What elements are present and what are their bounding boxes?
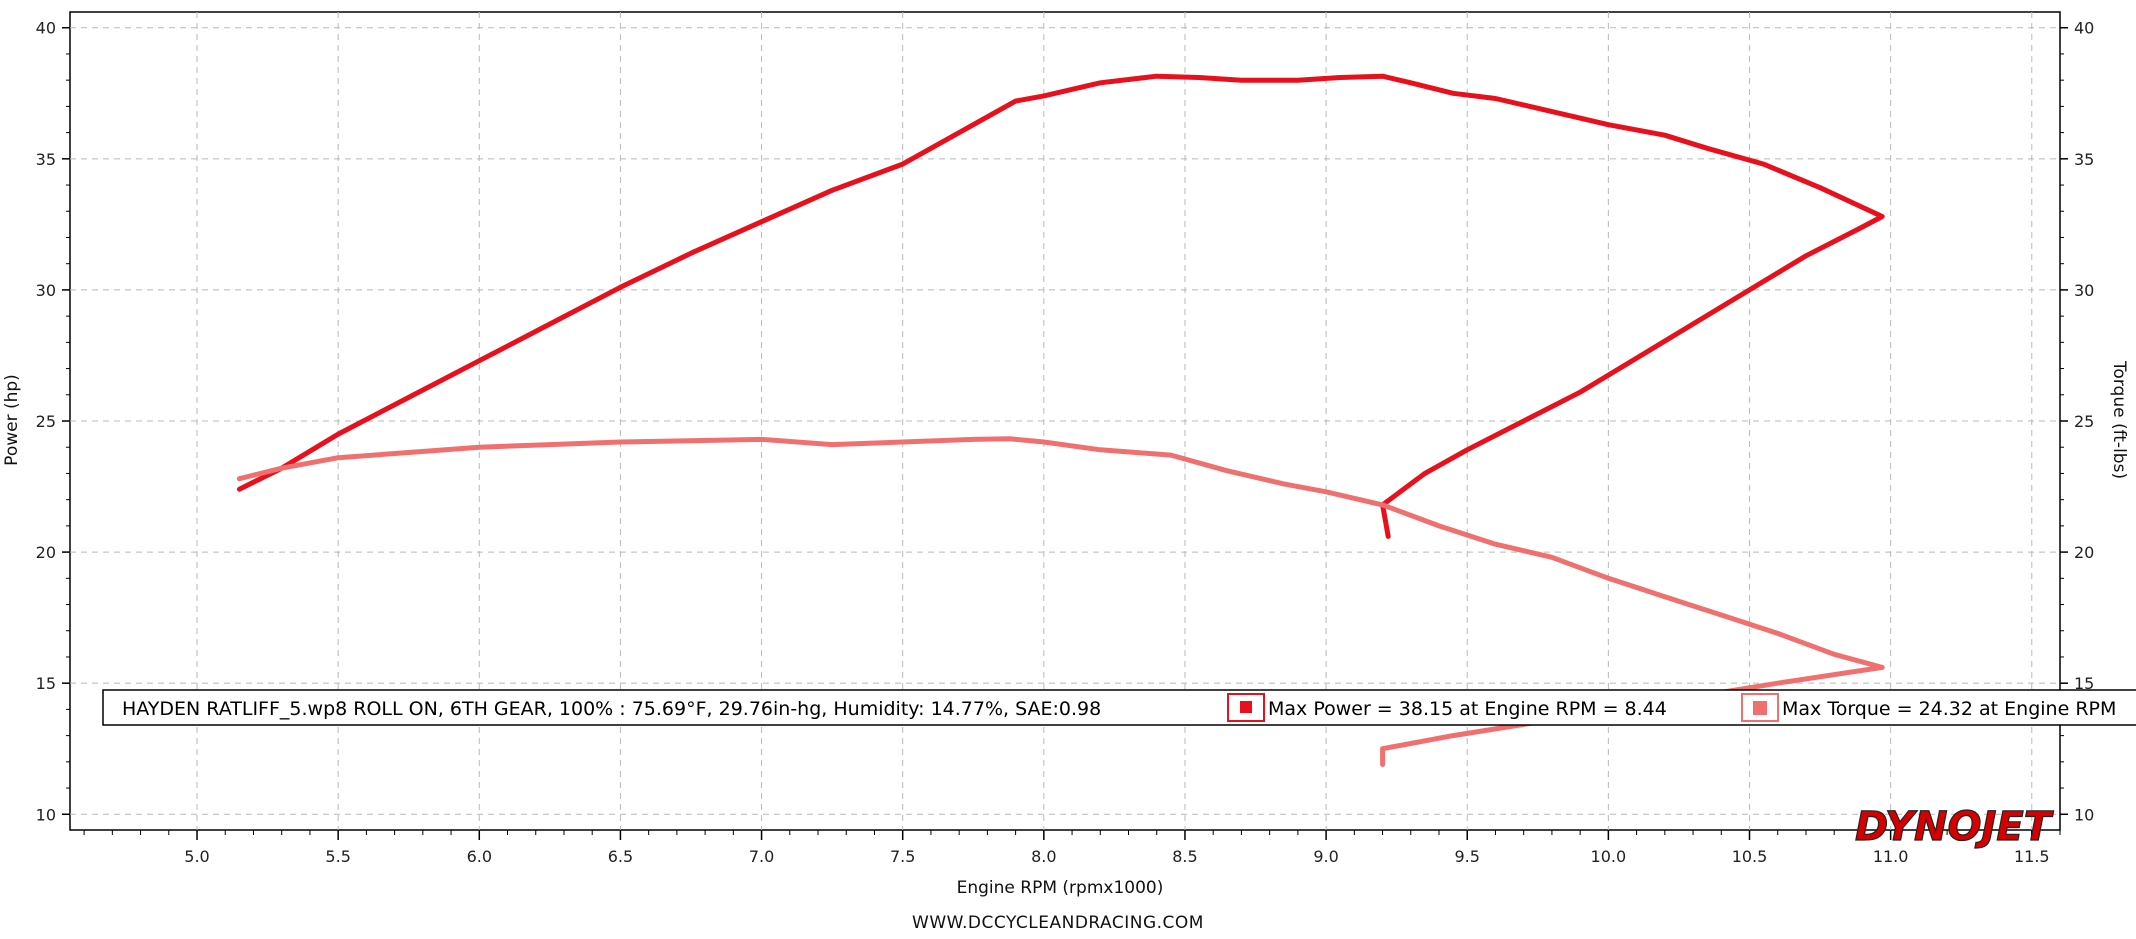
x-tick-label: 10.5 — [1732, 847, 1768, 866]
y-left-tick-label: 15 — [36, 674, 56, 693]
legend-run-info: HAYDEN RATLIFF_5.wp8 ROLL ON, 6TH GEAR, … — [122, 698, 1101, 720]
y-left-tick-label: 40 — [36, 19, 56, 38]
x-tick-label: 9.5 — [1455, 847, 1480, 866]
legend-max-power: Max Power = 38.15 at Engine RPM = 8.44 — [1268, 698, 1667, 720]
y-left-tick-label: 30 — [36, 281, 56, 300]
legend: HAYDEN RATLIFF_5.wp8 ROLL ON, 6TH GEAR, … — [102, 689, 2136, 726]
series-line-torque — [236, 436, 1885, 767]
y-axis-title: Power (hp) — [2, 374, 22, 466]
y-right-tick-label: 35 — [2074, 150, 2094, 169]
y-left-tick-label: 25 — [36, 412, 56, 431]
y-right-tick-label: 30 — [2074, 281, 2094, 300]
legend-power-swatch — [1240, 701, 1252, 713]
x-tick-label: 8.5 — [1172, 847, 1197, 866]
x-tick-label: 11.5 — [2014, 847, 2050, 866]
y-right-tick-label: 40 — [2074, 19, 2094, 38]
legend-box — [102, 689, 2136, 726]
grid-lines — [70, 12, 2060, 830]
y-right-tick-label: 10 — [2074, 805, 2094, 824]
x-tick-label: 10.0 — [1591, 847, 1627, 866]
x-tick-label: 7.5 — [890, 847, 915, 866]
logo-text: DYNOJET — [1855, 804, 2054, 850]
x-tick-label: 8.0 — [1031, 847, 1056, 866]
legend-torque-swatch — [1753, 701, 1767, 715]
x-axis-title: Engine RPM (rpmx1000) — [957, 878, 1164, 898]
y-right-tick-label: 25 — [2074, 412, 2094, 431]
series-line-power — [236, 73, 1885, 539]
x-tick-label: 5.5 — [325, 847, 350, 866]
x-tick-label: 6.0 — [467, 847, 492, 866]
y2-axis-title: Torque (ft-lbs) — [2109, 360, 2129, 479]
legend-max-torque: Max Torque = 24.32 at Engine RPM — [1782, 698, 2116, 720]
y-left-tick-label: 10 — [36, 805, 56, 824]
dynojet-logo: DYNOJET — [1854, 803, 2054, 850]
x-tick-label: 6.5 — [608, 847, 633, 866]
x-tick-label: 11.0 — [1873, 847, 1909, 866]
y-right-tick-label: 15 — [2074, 674, 2094, 693]
y-left-tick-label: 35 — [36, 150, 56, 169]
axes: 5.0 5.5 6.0 6.5 7.0 7.5 8.0 8.5 9.0 9.5 10.0 10.5 11… — [36, 19, 2095, 866]
data-series — [236, 73, 1885, 767]
x-tick-label: 9.0 — [1313, 847, 1338, 866]
x-tick-label: 5.0 — [184, 847, 209, 866]
x-tick-label: 7.0 — [749, 847, 774, 866]
footer-url: WWW.DCCYCLEANDRACING.COM — [912, 913, 1204, 933]
y-left-tick-label: 20 — [36, 543, 56, 562]
y-right-tick-label: 20 — [2074, 543, 2094, 562]
